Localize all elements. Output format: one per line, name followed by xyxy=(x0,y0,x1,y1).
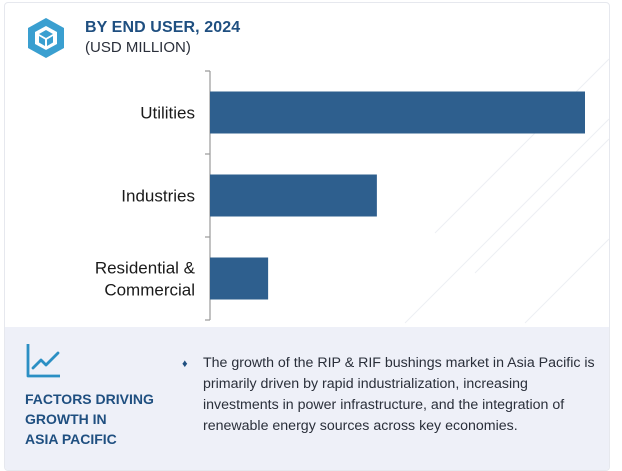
category-label: Residential & xyxy=(95,259,196,278)
category-label: Commercial xyxy=(104,281,195,300)
bar-chart: Utilities Industries Residential & Commerci… xyxy=(95,70,585,321)
growth-factors-text: The growth of the RIP & RIF bushings mar… xyxy=(203,355,595,434)
chart-card: BY END USER, 2024 (USD MILLION) Utilitie… xyxy=(4,2,610,471)
diamond-bullet-icon: ♦ xyxy=(182,358,188,370)
background-decoration xyxy=(404,58,609,324)
chart-title: BY END USER, 2024 xyxy=(85,19,241,36)
chart-unit: (USD MILLION) xyxy=(85,39,191,56)
category-label: Industries xyxy=(121,187,195,206)
cube-logo-icon xyxy=(28,18,64,58)
growth-factors-heading: FACTORS DRIVING GROWTH IN ASIA PACIFIC xyxy=(25,391,154,447)
growth-factors-panel: FACTORS DRIVING GROWTH IN ASIA PACIFIC ♦… xyxy=(5,327,609,470)
bar-residential-commercial xyxy=(210,257,269,300)
bar-utilities xyxy=(210,91,585,134)
trend-chart-icon xyxy=(26,344,60,378)
bar-industries xyxy=(210,174,377,217)
category-label: Utilities xyxy=(140,104,195,123)
